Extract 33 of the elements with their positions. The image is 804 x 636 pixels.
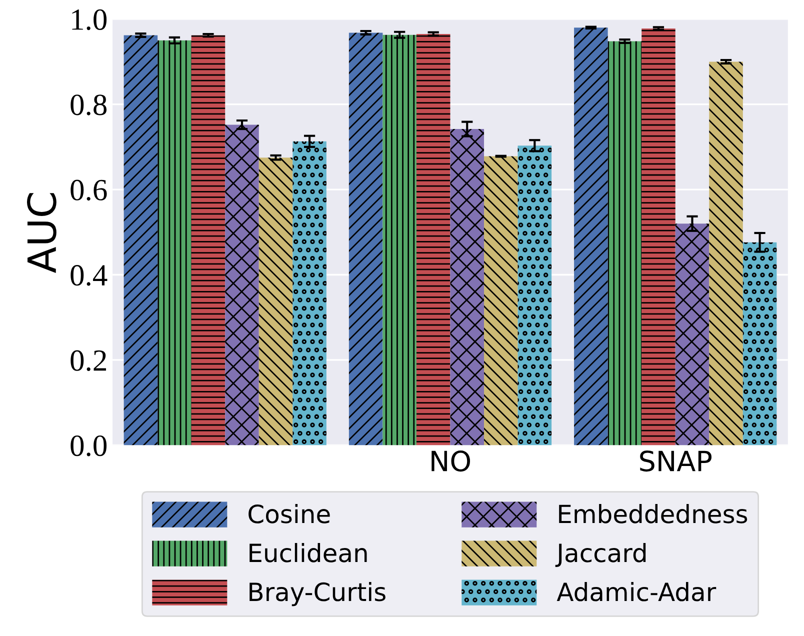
y-tick-label: 0.0 — [70, 435, 107, 456]
legend-label: Embeddedness — [559, 504, 748, 524]
bar — [608, 41, 642, 446]
bar — [742, 242, 777, 446]
bar — [225, 124, 259, 446]
legend-label: Cosine — [248, 504, 330, 524]
legend-label: Jaccard — [555, 542, 646, 567]
bar — [675, 224, 710, 446]
bar — [158, 40, 192, 446]
bar — [191, 35, 226, 446]
bar — [416, 34, 450, 446]
bar — [518, 146, 552, 446]
y-tick-label: 1.0 — [72, 9, 107, 30]
bar — [574, 28, 608, 446]
legend-label: Euclidean — [250, 542, 367, 562]
y-tick-label: 0.6 — [70, 180, 107, 201]
bar — [124, 35, 158, 446]
bar — [258, 158, 293, 446]
y-axis-title: AUC — [27, 193, 56, 273]
bar — [348, 32, 383, 446]
bar — [709, 62, 743, 446]
bar — [642, 28, 676, 446]
bar — [292, 141, 326, 446]
bar — [450, 129, 484, 446]
legend-label: Bray-Curtis — [250, 582, 386, 606]
legend-label: Adamic-Adar — [556, 582, 716, 602]
x-tick-label: NO — [432, 450, 470, 472]
y-tick-label: 0.8 — [70, 94, 107, 116]
y-tick-label: 0.4 — [70, 265, 108, 286]
x-tick-label: SNAP — [640, 450, 712, 472]
bar — [382, 34, 416, 446]
bar — [484, 156, 518, 446]
y-tick-label: 0.2 — [70, 350, 106, 372]
